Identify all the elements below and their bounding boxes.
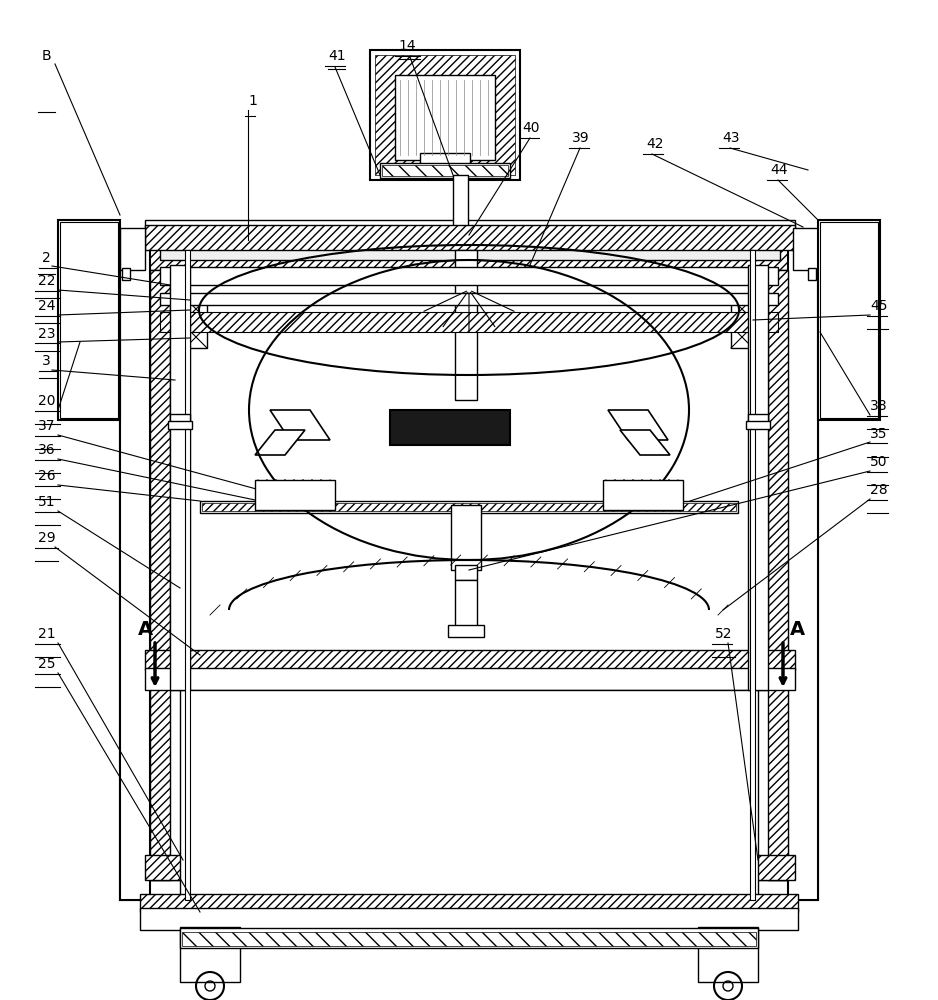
Bar [122, 268, 130, 280]
Bar [145, 240, 795, 270]
Text: 23: 23 [38, 327, 55, 341]
Bar [160, 312, 778, 332]
Bar [746, 421, 770, 429]
Text: 37: 37 [38, 419, 55, 433]
Text: 42: 42 [646, 137, 663, 151]
Bar [768, 270, 788, 880]
Polygon shape [270, 410, 330, 440]
Bar [603, 480, 683, 510]
Bar [185, 250, 190, 900]
Bar [255, 480, 335, 510]
Bar [455, 580, 477, 630]
Bar [202, 503, 736, 511]
Bar [180, 928, 758, 948]
Bar [182, 932, 756, 946]
Text: 20: 20 [38, 394, 55, 408]
Text: 40: 40 [522, 121, 539, 135]
Bar [455, 250, 477, 400]
Bar [185, 298, 207, 320]
Bar [451, 505, 481, 570]
Bar [168, 421, 192, 429]
Bar [808, 268, 816, 280]
Bar [748, 414, 768, 422]
Text: 28: 28 [870, 483, 887, 497]
Text: 43: 43 [722, 131, 739, 145]
Bar [380, 163, 510, 178]
Text: 21: 21 [38, 627, 55, 641]
Bar [420, 153, 470, 165]
Text: 44: 44 [770, 163, 788, 177]
Bar [370, 50, 520, 180]
Text: 26: 26 [38, 469, 55, 483]
Text: 22: 22 [38, 274, 55, 288]
Bar [382, 165, 508, 176]
Bar [140, 894, 798, 912]
Polygon shape [620, 430, 670, 455]
Text: 3: 3 [42, 354, 51, 368]
Text: 38: 38 [870, 399, 887, 413]
Bar [180, 927, 240, 982]
Bar [788, 250, 818, 900]
Bar [145, 225, 795, 250]
Text: 52: 52 [715, 627, 733, 641]
Bar [120, 250, 150, 900]
Bar [395, 75, 495, 160]
Bar [375, 55, 515, 175]
Bar [150, 270, 170, 880]
Bar [145, 220, 795, 240]
Bar [731, 326, 753, 348]
Bar [60, 222, 118, 418]
Bar [748, 265, 768, 690]
Bar [145, 668, 795, 690]
Bar [170, 265, 190, 690]
Bar [200, 501, 738, 513]
Text: A: A [790, 620, 805, 639]
Bar [390, 410, 510, 445]
Bar [120, 228, 145, 270]
Bar [58, 220, 120, 420]
Text: A: A [138, 620, 153, 639]
Text: 35: 35 [870, 427, 887, 441]
Text: 51: 51 [38, 495, 55, 509]
Polygon shape [255, 430, 305, 455]
Bar [145, 855, 795, 880]
Text: 41: 41 [328, 49, 345, 63]
Bar [793, 228, 818, 270]
Text: 24: 24 [38, 299, 55, 313]
Bar [731, 298, 753, 320]
Bar [185, 326, 207, 348]
Text: 2: 2 [42, 251, 51, 265]
Bar [160, 267, 778, 285]
Bar [140, 908, 798, 930]
Text: B: B [42, 49, 52, 63]
Polygon shape [608, 410, 668, 440]
Text: 45: 45 [870, 299, 887, 313]
Text: 14: 14 [398, 39, 416, 53]
Bar [180, 690, 758, 900]
Bar [818, 220, 880, 420]
Bar [120, 250, 818, 900]
Bar [160, 238, 780, 260]
Bar [170, 414, 190, 422]
Text: 39: 39 [572, 131, 590, 145]
Bar [820, 222, 878, 418]
Bar [145, 650, 795, 670]
Text: 36: 36 [38, 443, 55, 457]
Text: 50: 50 [870, 455, 887, 469]
Text: 25: 25 [38, 657, 55, 671]
Bar [448, 625, 484, 637]
Text: 29: 29 [38, 531, 55, 545]
Bar [140, 270, 798, 880]
Text: 1: 1 [248, 94, 257, 108]
Bar [455, 565, 477, 580]
Bar [750, 250, 755, 900]
Bar [160, 293, 778, 305]
Bar [698, 927, 758, 982]
Bar [453, 175, 468, 240]
